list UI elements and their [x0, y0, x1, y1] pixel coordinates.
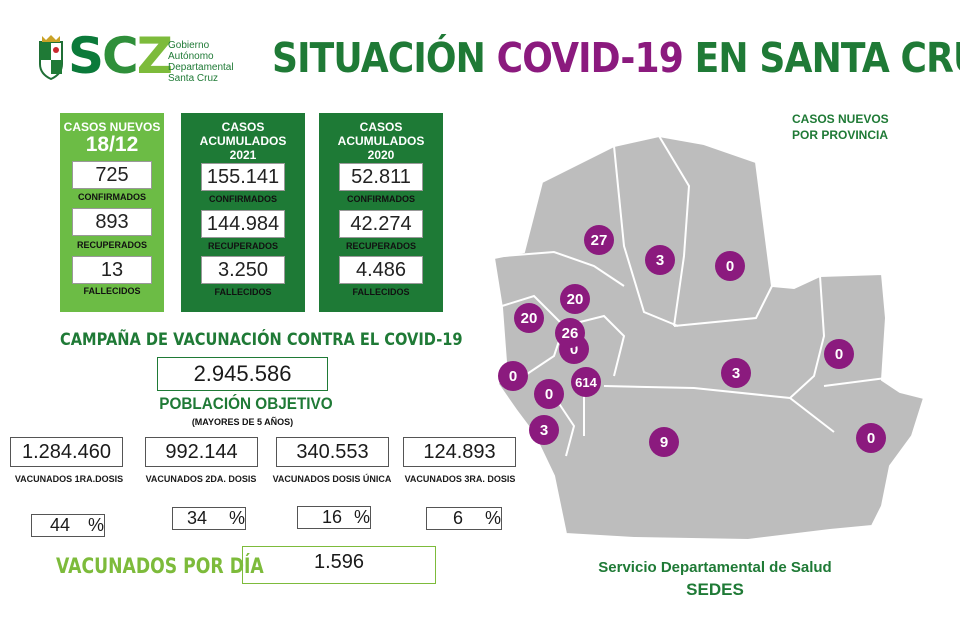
province-marker-label: 20 [521, 310, 538, 327]
new-deaths-label: FALLECIDOS [83, 286, 141, 296]
new-recovered-label: RECUPERADOS [76, 240, 147, 250]
province-marker [715, 251, 745, 281]
acc2021-deaths-label: FALLECIDOS [214, 287, 272, 297]
province-marker [584, 225, 614, 255]
target-population-sublabel: (MAYORES DE 5 AÑOS) [191, 417, 294, 427]
province-marker [649, 427, 679, 457]
card-title: CASOS ACUMULADOS [199, 120, 287, 148]
province-marker-label: 27 [591, 232, 608, 249]
card-title: CASOS ACUMULADOS [337, 120, 425, 148]
dose2-percent: 34 [187, 508, 208, 528]
percent-sign: % [88, 515, 105, 535]
dose1-percent: 44 [50, 515, 71, 535]
dose-single-value: 340.553 [276, 437, 389, 467]
campaign-title: CAMPAÑA DE VACUNACIÓN CONTRA EL COVID-19 [60, 330, 463, 350]
province-marker-label: 9 [660, 434, 668, 451]
dose-single-label: VACUNADOS DOSIS ÚNICA [272, 474, 392, 484]
dose3-label: VACUNADOS 3RA. DOSIS [404, 474, 516, 484]
footer-service-name: Servicio Departamental de Salud [598, 559, 832, 576]
dose1-label: VACUNADOS 1RA.DOSIS [14, 474, 124, 484]
dose-single-percent-box: 16 % [297, 506, 371, 529]
dose3-percent: 6 [453, 508, 464, 528]
new-confirmed-value: 725 [72, 161, 152, 189]
acc2020-recovered-label: RECUPERADOS [345, 241, 416, 251]
target-population-value: 2.945.586 [157, 357, 328, 391]
acc2021-confirmed-label: CONFIRMADOS [209, 194, 277, 204]
province-marker-label: 3 [732, 365, 740, 382]
province-marker [721, 358, 751, 388]
province-marker [824, 339, 854, 369]
percent-sign: % [229, 508, 246, 528]
province-marker-label: 0 [835, 346, 843, 363]
acc2021-confirmed-value: 155.141 [201, 163, 285, 191]
acc2021-recovered-value: 144.984 [201, 210, 285, 238]
scz-logo: SCZ [68, 27, 173, 85]
card-title: CASOS NUEVOS [63, 120, 161, 134]
province-marker [555, 318, 585, 348]
percent-sign: % [354, 507, 371, 527]
province-marker [534, 379, 564, 409]
province-marker [529, 415, 559, 445]
new-recovered-value: 893 [72, 208, 152, 236]
province-marker-label: 3 [540, 422, 548, 439]
footer-sedes: SEDES [686, 580, 744, 599]
new-cases-card: CASOS NUEVOS 18/12 725 CONFIRMADOS 893 R… [60, 113, 164, 312]
logo-subtitle: Gobierno Autónomo Departamental Santa Cr… [168, 40, 234, 84]
province-marker-label: 614 [575, 375, 597, 390]
province-marker-label: 0 [867, 430, 875, 447]
page-title: SITUACIÓN COVID-19 EN SANTA CRUZ [272, 34, 960, 82]
province-marker [514, 303, 544, 333]
province-marker-label: 0 [545, 386, 553, 403]
coat-of-arms-icon [39, 35, 63, 80]
province-marker [571, 367, 601, 397]
province-marker [560, 284, 590, 314]
province-marker-label: 0 [726, 258, 734, 275]
province-marker [645, 245, 675, 275]
dose2-value: 992.144 [145, 437, 258, 467]
vaccinated-per-day-value: 1.596 [242, 546, 436, 584]
new-deaths-value: 13 [72, 256, 152, 284]
target-population-label: POBLACIÓN OBJETIVO [159, 394, 333, 413]
province-marker-label: 0 [570, 341, 578, 358]
province-marker-label: 20 [567, 291, 584, 308]
acc2020-confirmed-label: CONFIRMADOS [347, 194, 415, 204]
province-marker-label: 26 [562, 325, 579, 342]
acc2021-recovered-label: RECUPERADOS [207, 241, 278, 251]
new-confirmed-label: CONFIRMADOS [78, 192, 146, 202]
dose1-value: 1.284.460 [10, 437, 123, 467]
dose2-percent-box: 34 % [172, 507, 246, 530]
dose1-percent-box: 44 % [31, 514, 105, 537]
acc2020-deaths-label: FALLECIDOS [352, 287, 410, 297]
dose3-percent-box: 6 % [426, 507, 502, 530]
dose-single-percent: 16 [322, 507, 343, 527]
card-year: 2020 [367, 148, 395, 162]
acc2020-deaths-value: 4.486 [339, 256, 423, 284]
card-year: 2021 [229, 148, 257, 162]
card-date: 18/12 [85, 133, 139, 156]
dose2-label: VACUNADOS 2DA. DOSIS [145, 474, 257, 484]
province-marker [498, 361, 528, 391]
vaccinated-per-day-label: VACUNADOS POR DÍA [56, 554, 264, 578]
dose3-value: 124.893 [403, 437, 516, 467]
map-title: CASOS NUEVOS POR PROVINCIA [792, 112, 889, 142]
accumulated-2020-card: CASOS ACUMULADOS 2020 52.811 CONFIRMADOS… [319, 113, 443, 312]
province-marker [856, 423, 886, 453]
percent-sign: % [485, 508, 502, 528]
province-marker-label: 0 [509, 368, 517, 385]
acc2020-confirmed-value: 52.811 [339, 163, 423, 191]
acc2020-recovered-value: 42.274 [339, 210, 423, 238]
accumulated-2021-card: CASOS ACUMULADOS 2021 155.141 CONFIRMADO… [181, 113, 305, 312]
province-marker-label: 3 [656, 252, 664, 269]
acc2021-deaths-value: 3.250 [201, 256, 285, 284]
